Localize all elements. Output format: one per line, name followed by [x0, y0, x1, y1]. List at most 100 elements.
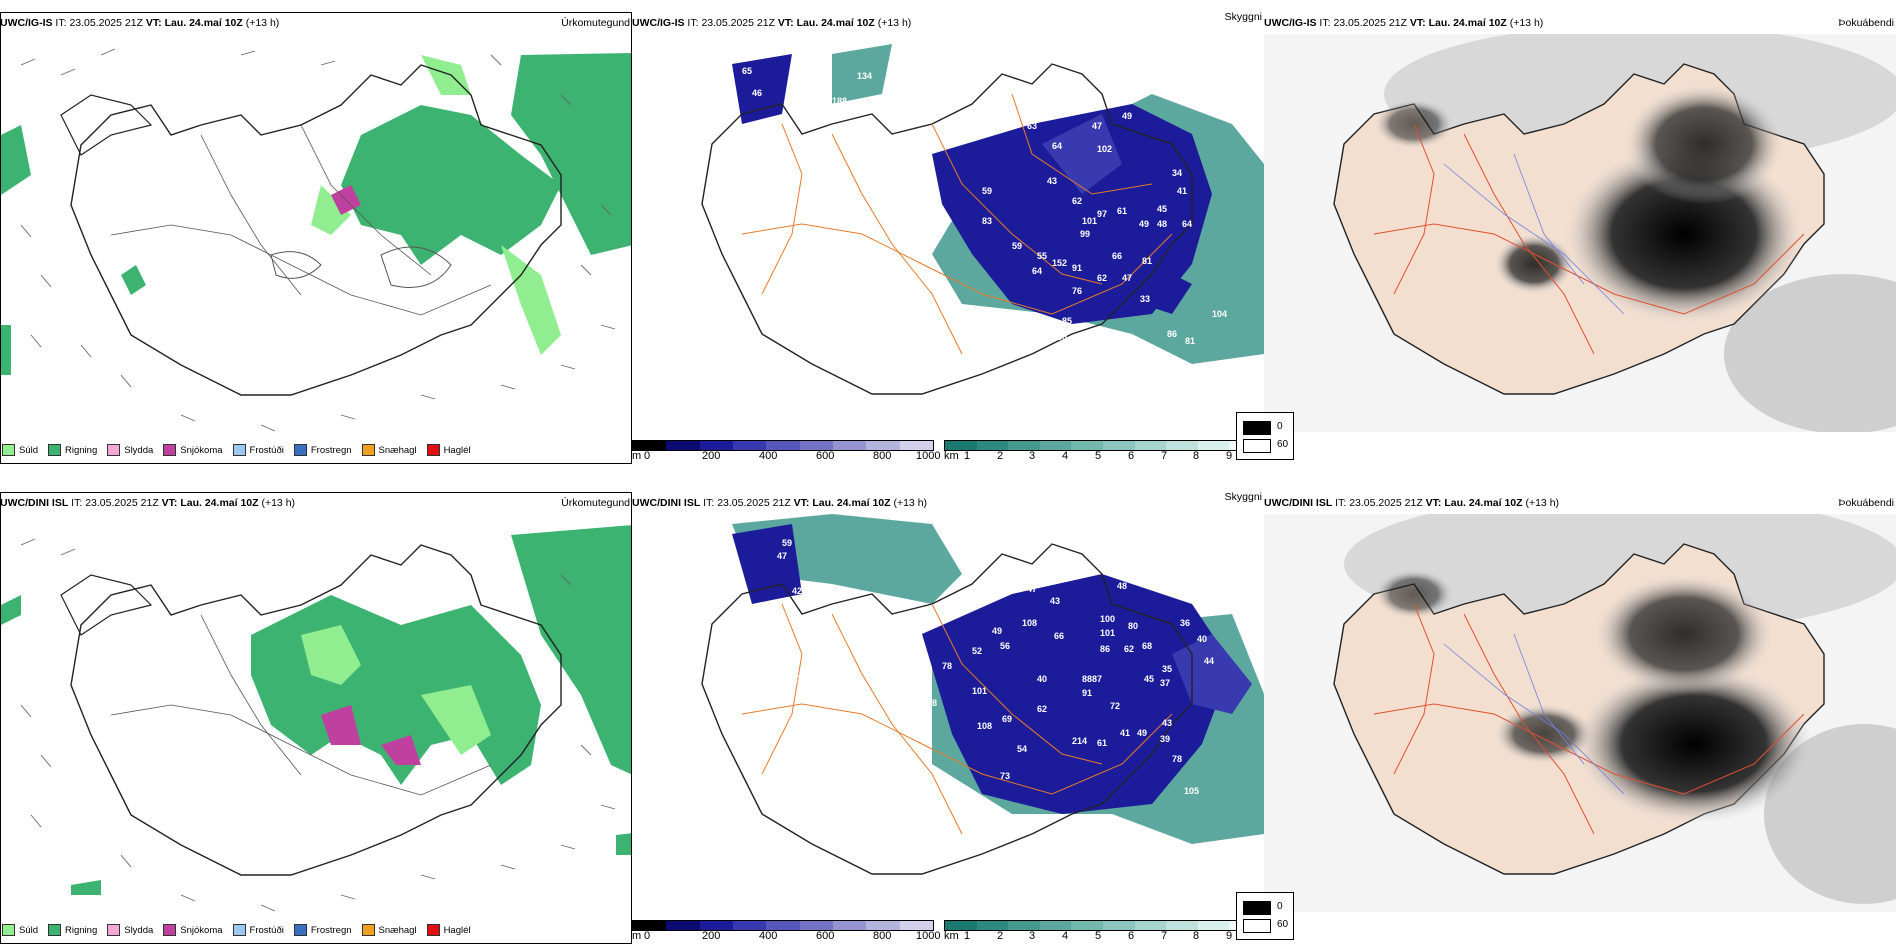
fog-map [1264, 514, 1896, 912]
colorbar-segment [1008, 921, 1040, 930]
svg-text:62: 62 [1124, 644, 1134, 654]
svg-text:114: 114 [792, 674, 807, 684]
svg-text:152: 152 [1052, 258, 1067, 268]
colorbar-segment [666, 921, 700, 930]
colorbar-segment [1197, 921, 1230, 930]
wind-barbs [20, 48, 616, 432]
svg-text:64: 64 [1032, 266, 1042, 276]
colorbar-segment [899, 441, 933, 450]
svg-text:61: 61 [1117, 206, 1127, 216]
svg-text:41: 41 [1120, 728, 1130, 738]
svg-text:68: 68 [1142, 641, 1152, 651]
svg-text:83: 83 [982, 216, 992, 226]
svg-text:91: 91 [1072, 263, 1082, 273]
colorbar-segment [866, 441, 900, 450]
svg-text:80: 80 [1057, 332, 1067, 342]
panel-header: UWC/IG-IS IT: 23.05.2025 21Z VT: Lau. 24… [0, 12, 632, 34]
panel-side-title: Skyggni [1224, 492, 1262, 503]
colorbar-segment [976, 441, 1009, 450]
svg-text:42: 42 [792, 586, 802, 596]
svg-text:43: 43 [1162, 718, 1172, 728]
svg-text:88: 88 [1082, 674, 1092, 684]
ceiling-bar [632, 920, 934, 931]
svg-text:35: 35 [1162, 664, 1172, 674]
iceland-outline [70, 64, 562, 396]
svg-text:78: 78 [942, 661, 952, 671]
colorbar-segment [1134, 441, 1167, 450]
ceiling-labels: 59 47 42 44 91 39 47 50 43 48 108 49 56 … [772, 538, 1214, 796]
svg-text:41: 41 [1177, 186, 1187, 196]
ceiling-colorbar: m 0 200 400 600 800 1000 [632, 440, 940, 464]
colorbar-segment [633, 441, 667, 450]
svg-text:69: 69 [1002, 714, 1012, 724]
svg-text:52: 52 [972, 646, 982, 656]
precip-map [0, 492, 632, 944]
svg-text:78: 78 [912, 251, 922, 261]
fog-map-svg [1264, 514, 1896, 912]
colorbar-segment [799, 921, 833, 930]
colorbar-segment [1071, 921, 1103, 930]
legend-item: Snjókoma [163, 440, 223, 460]
legend-item: Rigning [48, 440, 97, 460]
svg-text:100: 100 [1012, 316, 1027, 326]
svg-text:55: 55 [1037, 251, 1047, 261]
precip-map-svg [1, 48, 631, 432]
visibility-colorbar: km 1 2 3 4 5 6 7 8 9 10 [944, 440, 1264, 464]
colorbar-segment [1166, 921, 1198, 930]
wind-barbs [20, 538, 616, 912]
colorbar-segment [866, 921, 900, 930]
precip-legend: Súld Rigning Slydda Snjókoma Frostúði Fr… [2, 920, 481, 940]
panel-title: Þokuábendi [1838, 17, 1894, 29]
colorbar-segment [1071, 441, 1103, 450]
visibility-colorbar: km 1 2 3 4 5 6 7 8 9 10 [944, 920, 1264, 944]
svg-text:99: 99 [1080, 229, 1090, 239]
precip-legend: Súld Rigning Slydda Snjókoma Frostúði Fr… [2, 440, 481, 460]
svg-text:78: 78 [1172, 754, 1182, 764]
ceiling-map-svg: 65 46 188 134 54 75 49 47 102 63 64 34 4… [701, 44, 1264, 395]
legend-item: Frostregn [293, 920, 352, 940]
fog-panel-bottom: UWC/DINI ISL IT: 23.05.2025 21Z VT: Lau.… [1236, 492, 1896, 944]
legend-item: Frostregn [293, 440, 352, 460]
colorbar-segment [1008, 441, 1040, 450]
svg-text:46: 46 [752, 88, 762, 98]
colorbar-segment [1102, 921, 1135, 930]
svg-text:97: 97 [1097, 209, 1107, 219]
svg-text:59: 59 [982, 186, 992, 196]
svg-text:49: 49 [1122, 111, 1132, 121]
ceiling-map-svg: 59 47 42 44 91 39 47 50 43 48 108 49 56 … [701, 514, 1264, 875]
svg-text:47: 47 [1027, 584, 1037, 594]
legend-item: Frostúði [232, 920, 284, 940]
svg-text:40: 40 [1037, 674, 1047, 684]
ceiling-map: 65 46 188 134 54 75 49 47 102 63 64 34 4… [632, 34, 1264, 432]
svg-text:49: 49 [992, 626, 1002, 636]
svg-text:62: 62 [1037, 704, 1047, 714]
svg-text:66: 66 [1112, 251, 1122, 261]
colorbar-segment [1102, 441, 1135, 450]
colorbar-segment [1039, 441, 1072, 450]
colorbar-segment [633, 921, 667, 930]
svg-text:64: 64 [1052, 141, 1062, 151]
svg-text:72: 72 [1110, 701, 1120, 711]
panel-header: UWC/IG-IS IT: 23.05.2025 21Z VT: Lau. 24… [632, 12, 1264, 34]
colorbar-segment [1197, 441, 1230, 450]
fog-panel-top: UWC/IG-IS IT: 23.05.2025 21Z VT: Lau. 24… [1236, 12, 1896, 464]
ceiling-vis-panel-bottom: UWC/DINI ISL IT: 23.05.2025 21Z VT: Lau.… [632, 492, 1264, 944]
svg-text:56: 56 [987, 318, 997, 328]
fog-legend: 0 60 [1236, 412, 1294, 460]
panel-title: Úrkomutegund [561, 17, 630, 29]
colorbar-segment [766, 441, 800, 450]
panel-side-title: Skyggni [1224, 12, 1262, 23]
svg-text:54: 54 [1002, 331, 1012, 341]
colorbar-segment [899, 921, 933, 930]
ceiling-map: 59 47 42 44 91 39 47 50 43 48 108 49 56 … [632, 514, 1264, 912]
svg-text:47: 47 [1122, 273, 1132, 283]
svg-text:39: 39 [1027, 568, 1037, 578]
svg-text:105: 105 [1184, 786, 1199, 796]
legend-item: Haglél [426, 440, 471, 460]
svg-text:43: 43 [1047, 176, 1057, 186]
svg-text:65: 65 [742, 66, 752, 76]
legend-item: Súld [2, 440, 38, 460]
svg-text:39: 39 [1160, 734, 1170, 744]
colorbar-segment [945, 921, 977, 930]
svg-text:108: 108 [977, 721, 992, 731]
